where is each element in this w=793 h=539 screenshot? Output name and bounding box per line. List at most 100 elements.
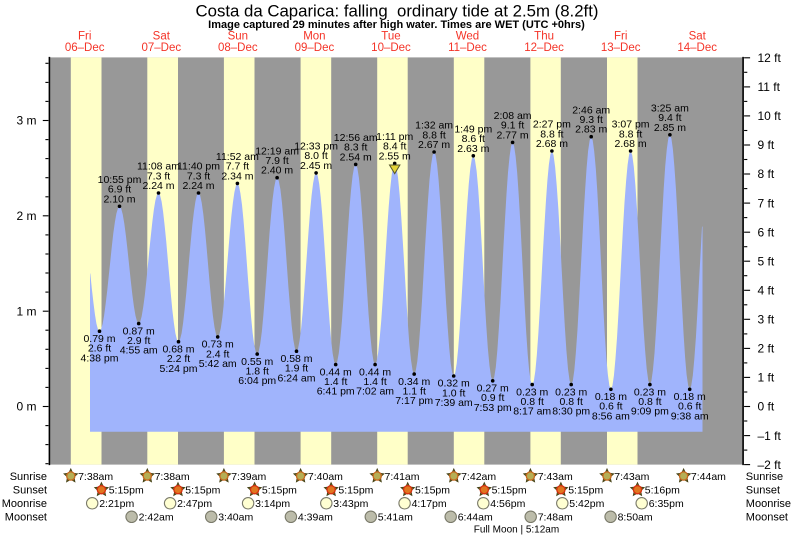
svg-text:7:39am: 7:39am [231, 471, 266, 483]
svg-text:9:38 am: 9:38 am [671, 410, 709, 422]
svg-text:8.8 ft: 8.8 ft [540, 128, 563, 140]
svg-text:8:30 pm: 8:30 pm [552, 406, 590, 418]
svg-text:2.68 m: 2.68 m [536, 138, 568, 150]
svg-text:2.24 m: 2.24 m [182, 180, 214, 192]
svg-text:Fri: Fri [614, 31, 627, 43]
svg-text:2.54 m: 2.54 m [340, 151, 372, 163]
svg-text:0.68 m: 0.68 m [162, 343, 194, 355]
svg-text:7:41am: 7:41am [385, 471, 420, 483]
svg-text:7:17 pm: 7:17 pm [395, 395, 433, 407]
svg-text:7.7 ft: 7.7 ft [226, 161, 249, 173]
svg-text:0.87 m: 0.87 m [123, 325, 155, 337]
svg-text:0.18 m: 0.18 m [595, 391, 627, 403]
svg-text:Sunset: Sunset [746, 485, 780, 497]
svg-text:1:32 am: 1:32 am [415, 120, 453, 132]
svg-text:Moonrise: Moonrise [746, 498, 791, 510]
svg-text:Full Moon | 5:12am: Full Moon | 5:12am [474, 524, 559, 535]
svg-text:2.34 m: 2.34 m [221, 170, 253, 182]
svg-text:7.3 ft: 7.3 ft [147, 170, 170, 182]
svg-text:14–Dec: 14–Dec [677, 42, 717, 54]
svg-text:5:15pm: 5:15pm [109, 485, 144, 497]
svg-text:9.1 ft: 9.1 ft [501, 120, 524, 132]
svg-text:0.18 m: 0.18 m [674, 391, 706, 403]
svg-text:7:42am: 7:42am [461, 471, 496, 483]
svg-text:3 m: 3 m [16, 114, 36, 128]
svg-text:0.8 ft: 0.8 ft [521, 396, 544, 408]
svg-text:5:16pm: 5:16pm [645, 485, 680, 497]
svg-text:12:33 pm: 12:33 pm [294, 141, 338, 153]
svg-text:1.0 ft: 1.0 ft [442, 387, 465, 399]
svg-text:0 m: 0 m [16, 400, 36, 414]
svg-text:8 ft: 8 ft [758, 167, 775, 181]
svg-text:11–Dec: 11–Dec [448, 42, 487, 54]
svg-text:Tue: Tue [381, 31, 400, 43]
svg-text:7:53 pm: 7:53 pm [474, 402, 512, 414]
svg-text:2:21pm: 2:21pm [99, 498, 134, 510]
svg-text:0.73 m: 0.73 m [202, 339, 234, 351]
svg-text:2.9 ft: 2.9 ft [127, 335, 150, 347]
svg-text:7:44am: 7:44am [691, 471, 726, 483]
svg-text:12:56 am: 12:56 am [334, 132, 378, 144]
svg-text:0.58 m: 0.58 m [280, 353, 312, 365]
svg-text:4:55 am: 4:55 am [120, 345, 158, 357]
svg-text:4:56pm: 4:56pm [490, 498, 525, 510]
svg-text:7:43am: 7:43am [538, 471, 573, 483]
svg-text:5:41am: 5:41am [378, 512, 413, 524]
svg-text:6:04 pm: 6:04 pm [238, 375, 276, 387]
svg-text:3 ft: 3 ft [758, 313, 775, 327]
svg-text:2 m: 2 m [16, 209, 36, 223]
svg-text:Sunrise: Sunrise [10, 471, 47, 483]
svg-text:2:47pm: 2:47pm [177, 498, 212, 510]
svg-text:09–Dec: 09–Dec [295, 42, 335, 54]
svg-text:7.3 ft: 7.3 ft [187, 170, 210, 182]
svg-text:2.68 m: 2.68 m [615, 138, 647, 150]
svg-text:7:02 am: 7:02 am [356, 386, 394, 398]
svg-text:2.24 m: 2.24 m [142, 180, 174, 192]
svg-text:06–Dec: 06–Dec [65, 42, 105, 54]
svg-text:5:15pm: 5:15pm [568, 485, 603, 497]
svg-text:Moonrise: Moonrise [2, 498, 47, 510]
svg-text:2.83 m: 2.83 m [575, 124, 607, 136]
svg-text:8.6 ft: 8.6 ft [462, 133, 485, 145]
svg-text:1.8 ft: 1.8 ft [246, 366, 269, 378]
svg-text:–1 ft: –1 ft [758, 429, 782, 443]
svg-text:10 ft: 10 ft [758, 109, 782, 123]
svg-text:1:49 pm: 1:49 pm [454, 123, 492, 135]
svg-text:08–Dec: 08–Dec [218, 42, 258, 54]
svg-text:Wed: Wed [456, 31, 479, 43]
svg-text:2 ft: 2 ft [758, 342, 775, 356]
svg-text:7.9 ft: 7.9 ft [265, 155, 288, 167]
svg-text:0.6 ft: 0.6 ft [678, 401, 701, 413]
svg-text:Image captured 29 minutes afte: Image captured 29 minutes after high wat… [208, 19, 585, 31]
svg-text:2.77 m: 2.77 m [497, 129, 529, 141]
svg-text:4:17pm: 4:17pm [412, 498, 447, 510]
svg-text:Costa da Caparica: falling or: Costa da Caparica: falling ordinary tide… [196, 1, 599, 20]
svg-text:6:35pm: 6:35pm [649, 498, 684, 510]
svg-text:6:24 am: 6:24 am [278, 372, 316, 384]
svg-text:Sat: Sat [689, 31, 707, 43]
svg-text:0.9 ft: 0.9 ft [481, 392, 504, 404]
svg-text:11:52 am: 11:52 am [216, 151, 259, 163]
svg-text:1.4 ft: 1.4 ft [324, 376, 347, 388]
svg-text:0.6 ft: 0.6 ft [599, 401, 622, 413]
svg-text:5:15pm: 5:15pm [492, 485, 527, 497]
svg-text:9 ft: 9 ft [758, 138, 775, 152]
svg-text:5:15pm: 5:15pm [262, 485, 297, 497]
svg-text:Sunrise: Sunrise [746, 471, 783, 483]
svg-text:0.79 m: 0.79 m [83, 333, 115, 345]
svg-text:9.3 ft: 9.3 ft [580, 114, 603, 126]
svg-text:1:11 pm: 1:11 pm [376, 131, 413, 143]
svg-text:Sat: Sat [153, 31, 171, 43]
svg-text:6:41 pm: 6:41 pm [317, 386, 355, 398]
svg-text:10–Dec: 10–Dec [371, 42, 411, 54]
svg-text:9:09 pm: 9:09 pm [631, 406, 669, 418]
svg-text:3:40am: 3:40am [218, 512, 253, 524]
svg-text:8:56 am: 8:56 am [592, 410, 630, 422]
svg-text:5:24 pm: 5:24 pm [160, 363, 198, 375]
svg-text:3:14pm: 3:14pm [255, 498, 290, 510]
svg-text:07–Dec: 07–Dec [141, 42, 181, 54]
svg-text:0.8 ft: 0.8 ft [638, 396, 661, 408]
svg-text:7 ft: 7 ft [758, 196, 775, 210]
svg-text:5:15pm: 5:15pm [415, 485, 450, 497]
svg-text:2.63 m: 2.63 m [457, 143, 489, 155]
